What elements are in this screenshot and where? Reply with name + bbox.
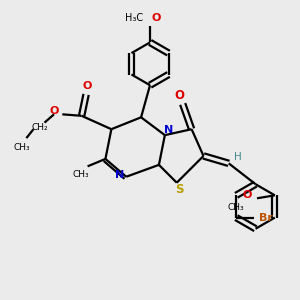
Text: CH₃: CH₃ (14, 143, 31, 152)
Text: Br: Br (259, 213, 273, 223)
Text: N: N (115, 170, 124, 180)
Text: CH₂: CH₂ (32, 123, 48, 132)
Text: O: O (49, 106, 59, 116)
Text: N: N (164, 125, 173, 135)
Text: H: H (234, 152, 242, 162)
Text: CH₃: CH₃ (72, 170, 89, 179)
Text: O: O (175, 89, 185, 102)
Text: O: O (151, 13, 160, 23)
Text: H₃C: H₃C (124, 13, 143, 23)
Text: CH₃: CH₃ (228, 203, 244, 212)
Text: S: S (175, 183, 183, 196)
Text: O: O (243, 190, 252, 200)
Text: O: O (83, 81, 92, 91)
